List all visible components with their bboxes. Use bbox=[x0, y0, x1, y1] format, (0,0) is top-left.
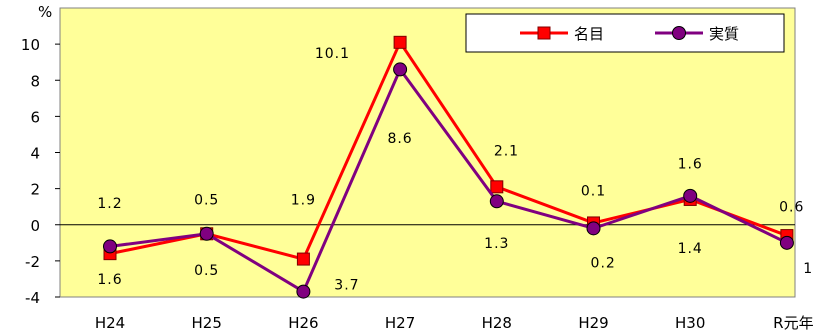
data-point bbox=[296, 284, 311, 299]
data-label: 1.9 bbox=[291, 192, 316, 208]
legend-label: 実質 bbox=[709, 25, 739, 43]
y-tick-label: -4 bbox=[25, 289, 40, 307]
y-tick-label: 8 bbox=[30, 72, 40, 90]
data-label: 1.3 bbox=[484, 236, 509, 252]
legend-marker bbox=[672, 26, 686, 40]
x-axis-ticks: H24 H25 H26 H27 H28 H29 H30 R元年度 bbox=[95, 314, 813, 332]
data-label: 3.7 bbox=[334, 277, 359, 293]
data-label: 2.1 bbox=[494, 144, 519, 160]
data-point bbox=[683, 188, 698, 203]
y-tick-label: 6 bbox=[30, 108, 40, 126]
x-tick-label: H25 bbox=[192, 314, 222, 332]
x-tick-label: H28 bbox=[482, 314, 512, 332]
data-label: 1.0 bbox=[803, 261, 813, 277]
data-point bbox=[393, 35, 407, 49]
y-axis-ticks: -4 -2 0 2 4 6 8 10 bbox=[21, 36, 60, 307]
data-point bbox=[489, 194, 504, 209]
series-real bbox=[103, 62, 794, 299]
legend: 名目 実質 bbox=[465, 13, 785, 53]
x-tick-label: H30 bbox=[675, 314, 705, 332]
y-tick-label: 0 bbox=[30, 217, 40, 235]
y-axis-unit: % bbox=[38, 3, 52, 21]
series-line bbox=[109, 66, 788, 294]
y-tick-label: 2 bbox=[30, 181, 40, 199]
plot-area bbox=[59, 7, 796, 298]
data-label: 0.2 bbox=[591, 256, 616, 272]
series-layer bbox=[103, 35, 794, 299]
data-label: 10.1 bbox=[315, 46, 350, 62]
x-tick-label: H26 bbox=[288, 314, 318, 332]
data-label: 1.6 bbox=[678, 156, 703, 172]
data-labels: 1.2 1.6 0.5 0.5 1.9 3.7 10.1 8.6 2.1 1.3 0.1 0.2 1.6… bbox=[97, 46, 813, 293]
x-tick-label: H29 bbox=[578, 314, 608, 332]
y-tick-label: -2 bbox=[25, 253, 40, 271]
series-line bbox=[109, 39, 788, 261]
data-label: 8.6 bbox=[387, 131, 412, 147]
legend-box bbox=[465, 13, 785, 53]
data-point bbox=[490, 180, 504, 194]
y-tick-label: 4 bbox=[30, 145, 40, 163]
data-label: 1.6 bbox=[97, 272, 122, 288]
x-tick-label: H24 bbox=[95, 314, 125, 332]
data-label: 0.5 bbox=[194, 192, 219, 208]
data-point bbox=[296, 252, 310, 266]
data-label: 0.1 bbox=[581, 183, 606, 199]
data-label: 0.6 bbox=[779, 200, 804, 216]
x-tick-label: H27 bbox=[385, 314, 415, 332]
x-tick-label: R元年度 bbox=[773, 314, 813, 332]
legend-label: 名目 bbox=[574, 25, 604, 43]
data-point bbox=[393, 62, 408, 77]
legend-marker bbox=[537, 26, 551, 40]
data-point bbox=[779, 235, 794, 250]
data-label: 1.2 bbox=[97, 196, 122, 212]
data-label: 0.5 bbox=[194, 263, 219, 279]
data-point bbox=[586, 221, 601, 236]
y-tick-label: 10 bbox=[21, 36, 40, 54]
data-point bbox=[103, 239, 117, 254]
data-label: 1.4 bbox=[678, 241, 703, 257]
data-point bbox=[199, 226, 214, 241]
